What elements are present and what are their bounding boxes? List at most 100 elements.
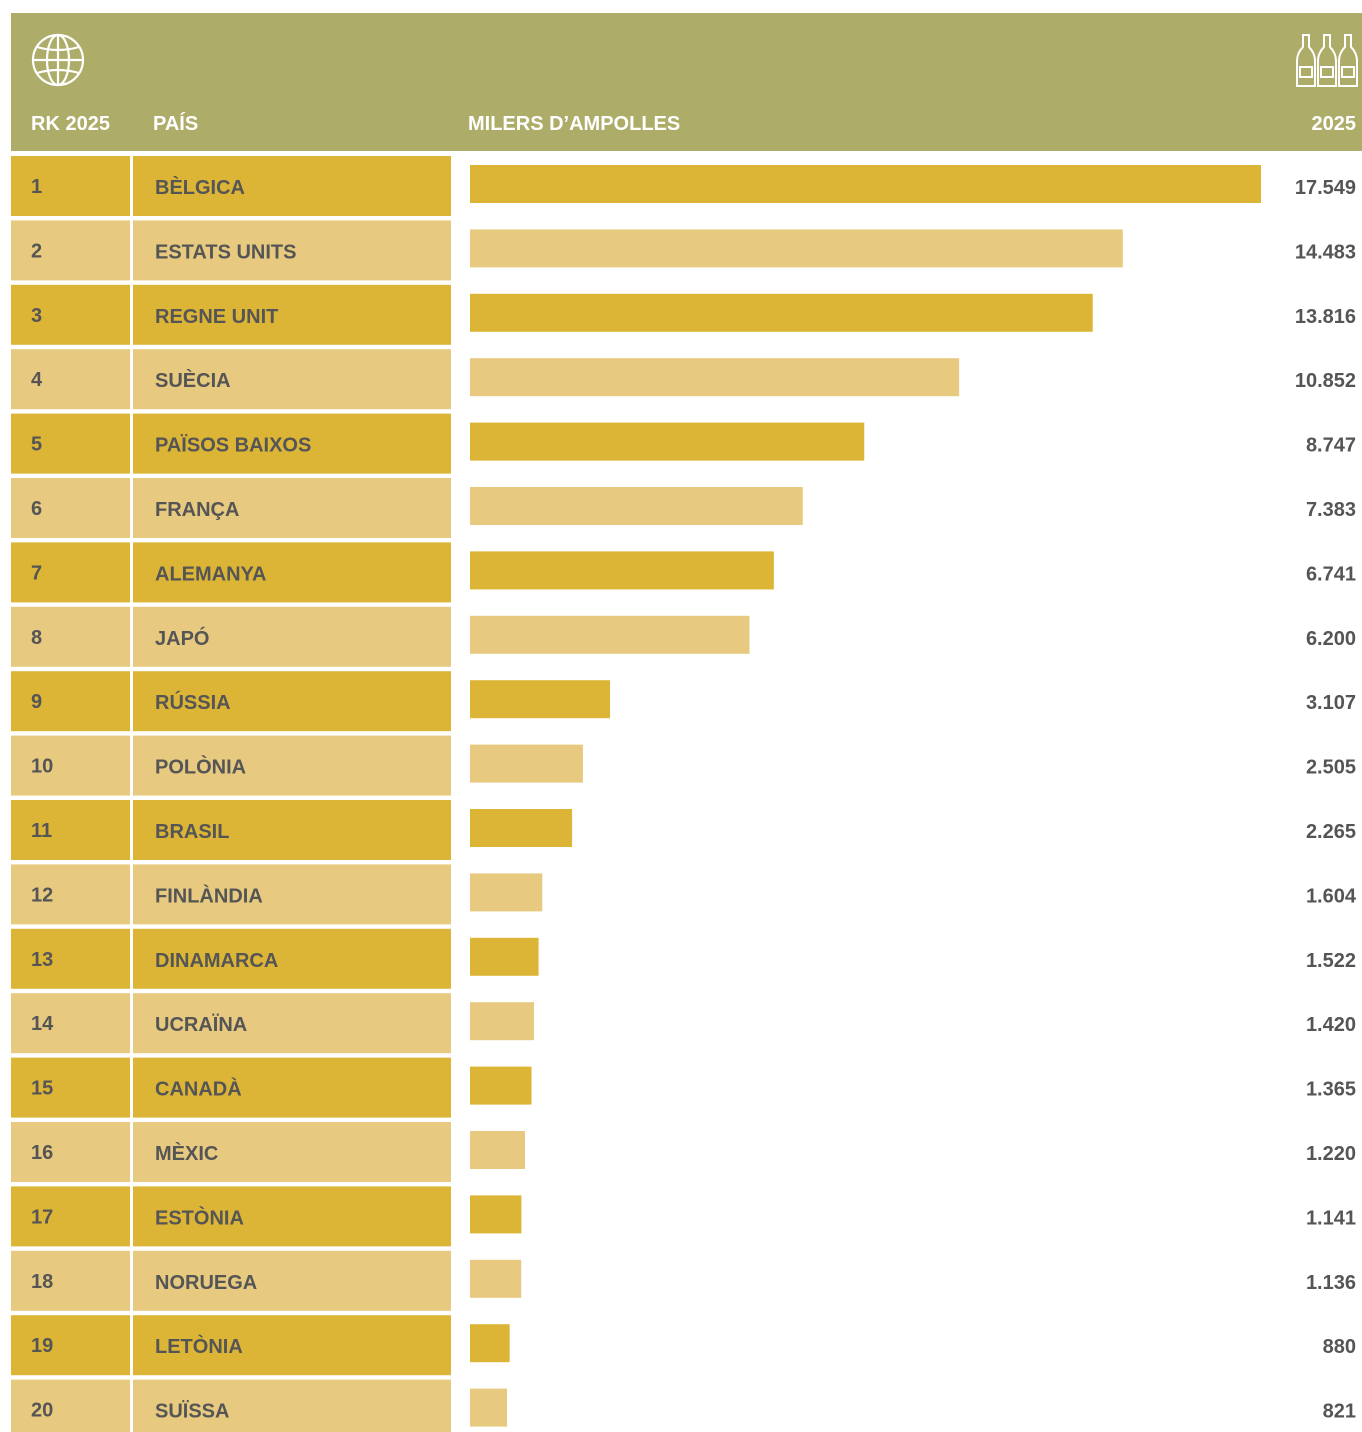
rank-label: 16	[31, 1142, 53, 1164]
country-label: FRANÇA	[155, 499, 239, 521]
rank-label: 18	[31, 1271, 53, 1293]
bar	[470, 873, 543, 912]
value-label: 880	[1323, 1336, 1356, 1358]
rank-cell	[11, 1315, 130, 1376]
country-cell	[133, 864, 451, 925]
country-cell	[133, 1250, 451, 1311]
country-cell	[133, 671, 451, 732]
country-label: CANADÀ	[155, 1078, 242, 1101]
bar	[470, 165, 1261, 203]
country-label: BÈLGICA	[155, 176, 245, 199]
value-label: 3.107	[1306, 692, 1356, 714]
country-cell	[133, 735, 451, 796]
bar	[470, 422, 865, 461]
rank-cell	[11, 478, 130, 538]
bar	[470, 487, 803, 525]
rank-cell	[11, 1186, 130, 1247]
value-label: 1.220	[1306, 1143, 1356, 1165]
bar	[470, 293, 1093, 332]
country-cell	[133, 542, 451, 603]
country-cell	[133, 284, 451, 345]
country-cell	[133, 1186, 451, 1247]
rank-label: 13	[31, 949, 53, 971]
value-label: 1.604	[1306, 885, 1357, 907]
bar	[470, 615, 750, 654]
champagne-bottles-icon	[1296, 34, 1358, 87]
country-cell	[133, 1057, 451, 1118]
rank-column-header: RK 2025	[31, 113, 110, 135]
rank-cell	[11, 1379, 130, 1432]
bar	[470, 1195, 522, 1234]
rank-cell	[11, 349, 130, 410]
bar	[470, 809, 573, 847]
bar	[470, 744, 583, 783]
rank-label: 12	[31, 884, 53, 906]
country-label: REGNE UNIT	[155, 306, 278, 328]
country-cell	[133, 928, 451, 989]
value-label: 10.852	[1295, 370, 1356, 392]
rank-cell	[11, 542, 130, 603]
country-label: RÚSSIA	[155, 690, 231, 714]
rank-cell	[11, 671, 130, 732]
measure-column-header: MILERS D’AMPOLLES	[468, 113, 681, 135]
rank-cell	[11, 284, 130, 345]
bar	[470, 1324, 510, 1363]
rank-cell	[11, 800, 130, 860]
country-label: SUÏSSA	[155, 1400, 229, 1423]
rank-cell	[11, 413, 130, 474]
rank-label: 2	[31, 240, 42, 262]
country-cell	[133, 478, 451, 538]
year-column-header: 2025	[1311, 113, 1357, 135]
country-cell	[133, 1122, 451, 1182]
value-label: 14.483	[1295, 241, 1356, 263]
value-label: 6.741	[1306, 563, 1356, 585]
value-label: 1.522	[1306, 950, 1356, 972]
country-label: JAPÓ	[155, 626, 209, 650]
rank-cell	[11, 1122, 130, 1182]
country-label: DINAMARCA	[155, 950, 278, 972]
country-label: BRASIL	[155, 821, 229, 843]
bar	[470, 551, 774, 590]
value-label: 2.265	[1306, 821, 1356, 843]
rank-label: 6	[31, 498, 42, 520]
rank-label: 10	[31, 756, 53, 778]
value-label: 1.136	[1306, 1272, 1356, 1294]
rank-label: 4	[31, 369, 43, 391]
country-label: ALEMANYA	[155, 563, 267, 585]
country-label: FINLÀNDIA	[155, 884, 263, 907]
country-cell	[133, 1379, 451, 1432]
bar	[470, 937, 539, 976]
bar	[470, 1066, 532, 1105]
country-label: POLÒNIA	[155, 755, 246, 779]
country-label: ESTÒNIA	[155, 1205, 244, 1229]
country-cell	[133, 800, 451, 860]
country-cell	[133, 349, 451, 410]
rank-label: 15	[31, 1078, 53, 1100]
rank-label: 8	[31, 627, 42, 649]
value-label: 1.365	[1306, 1079, 1356, 1101]
country-cell	[133, 993, 451, 1054]
rank-label: 5	[31, 434, 42, 456]
country-label: MÈXIC	[155, 1142, 218, 1165]
table-header: RK 2025 PAÍS MILERS D’AMPOLLES 2025	[11, 13, 1362, 151]
bar	[470, 358, 960, 397]
rank-label: 3	[31, 305, 42, 327]
country-cell	[133, 413, 451, 474]
rank-cell	[11, 220, 130, 281]
bar	[470, 1002, 535, 1041]
value-label: 821	[1323, 1401, 1356, 1423]
country-column-header: PAÍS	[153, 113, 199, 135]
value-label: 6.200	[1306, 628, 1356, 650]
country-cell	[133, 1315, 451, 1376]
value-label: 8.747	[1306, 435, 1356, 457]
value-label: 1.420	[1306, 1014, 1356, 1036]
rank-label: 1	[31, 176, 42, 198]
rank-cell	[11, 606, 130, 667]
rank-cell	[11, 156, 130, 216]
bar	[470, 1131, 525, 1169]
country-label: SUÈCIA	[155, 369, 231, 392]
rank-cell	[11, 735, 130, 796]
bar	[470, 680, 611, 719]
rank-cell	[11, 864, 130, 925]
